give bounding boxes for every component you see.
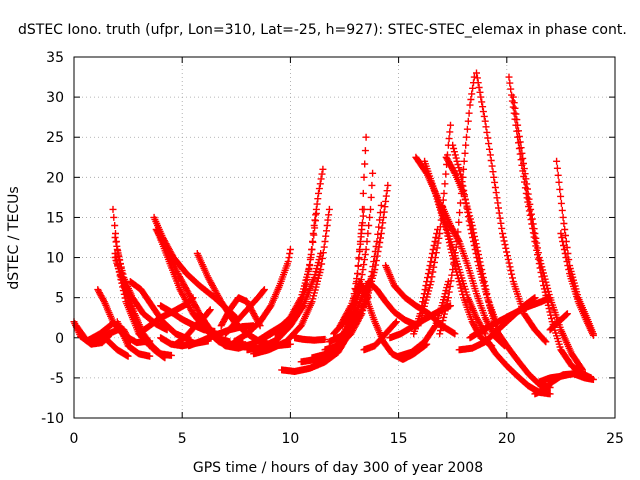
series-arc [103, 335, 132, 360]
plus-marker-trace [172, 306, 214, 348]
series-arc [546, 310, 571, 334]
series-arc [449, 141, 500, 326]
series-arc [557, 230, 597, 339]
plot-frame [73, 56, 616, 419]
y-tick-label: 20 [46, 170, 64, 186]
chart-title: dSTEC Iono. truth (ufpr, Lon=310, Lat=-2… [18, 22, 627, 38]
series-arc [230, 246, 294, 346]
y-tick-label: 5 [55, 291, 64, 307]
y-tick-label: 35 [46, 50, 64, 66]
x-tick-label: 10 [281, 431, 299, 447]
x-tick-label: 5 [178, 431, 187, 447]
plus-marker-trace [553, 157, 597, 338]
series-arc [271, 209, 320, 338]
series-arc [438, 201, 509, 350]
plus-marker-trace [217, 294, 264, 330]
series-arc [466, 294, 554, 342]
series-arc [291, 334, 329, 344]
y-tick-label: 25 [46, 130, 64, 146]
y-tick-label: 30 [46, 90, 64, 106]
series-arc [360, 318, 400, 354]
y-tick-label: 0 [55, 331, 64, 347]
plus-marker-trace [416, 121, 454, 326]
series-arc [553, 157, 597, 338]
series-arc [250, 205, 333, 358]
plus-marker-trace [271, 209, 320, 338]
plus-marker-trace [360, 318, 400, 354]
y-axis-label: dSTEC / TECUs [6, 186, 22, 289]
plus-marker-trace [535, 368, 586, 386]
data-marks [70, 69, 597, 398]
series-arc [172, 306, 214, 348]
y-tick-label: -10 [41, 411, 64, 427]
plus-marker-trace [291, 334, 329, 344]
plus-marker-trace [395, 278, 452, 360]
plus-marker-trace [113, 318, 154, 360]
plus-marker-trace [230, 246, 294, 346]
y-tick-label: -5 [50, 371, 64, 387]
series-arc [395, 278, 452, 360]
x-tick-label: 15 [390, 431, 408, 447]
x-tick-label: 0 [70, 431, 79, 447]
x-tick-label: 20 [498, 431, 516, 447]
series-arc [113, 318, 154, 360]
series-arc [222, 286, 268, 338]
plus-marker-trace [438, 201, 509, 350]
plus-marker-trace [103, 335, 132, 360]
plus-marker-trace [509, 93, 586, 374]
x-axis-label: GPS time / hours of day 300 of year 2008 [193, 460, 483, 476]
plus-marker-trace [250, 205, 333, 358]
y-tick-label: 15 [46, 210, 64, 226]
plus-marker-trace [466, 294, 554, 342]
y-tick-label: 10 [46, 251, 64, 267]
plus-marker-trace [546, 310, 571, 334]
plus-marker-trace [557, 230, 597, 339]
series-arc [416, 121, 454, 326]
x-tick-label: 25 [606, 431, 624, 447]
series-arc [509, 93, 586, 374]
ticks: 0 5 10 15 20 25 -10 -5 0 5 10 15 20 25 30 35 [41, 50, 624, 447]
series-arc [535, 368, 586, 386]
plus-marker-trace [449, 141, 500, 326]
series-arc [217, 294, 264, 330]
plus-marker-trace [222, 286, 268, 338]
